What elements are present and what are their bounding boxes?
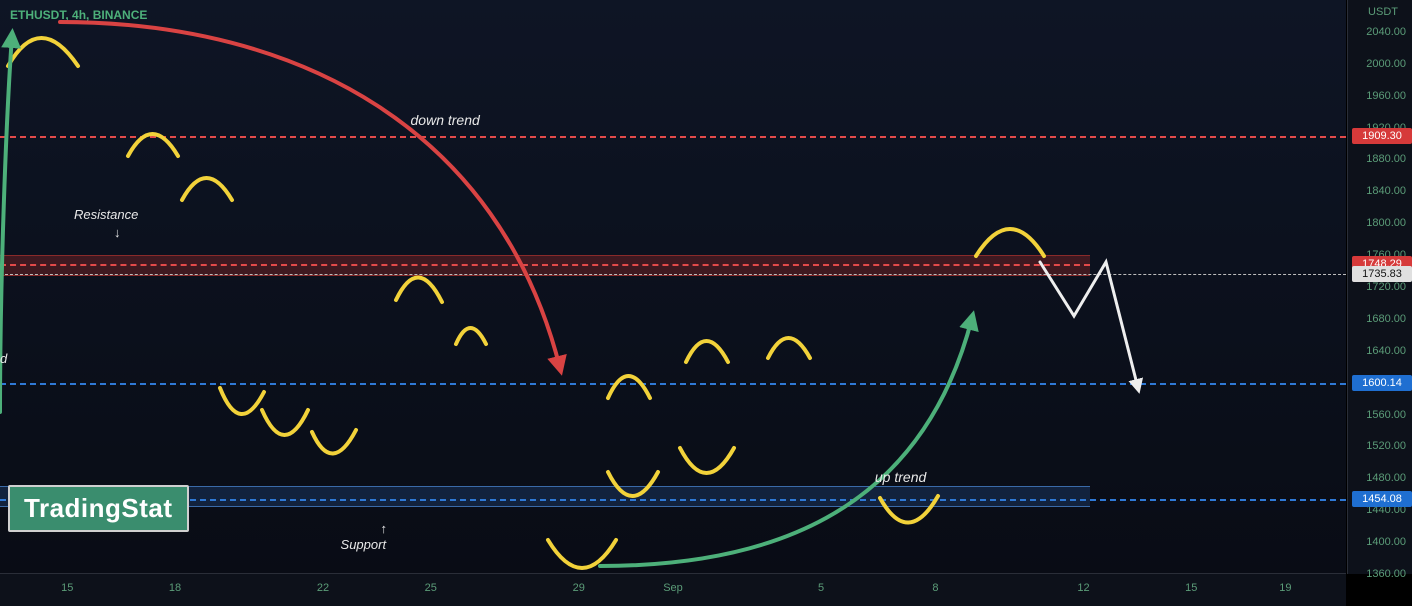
annotation-label: down trend <box>411 112 480 128</box>
annotation-arrow-icon: ↓ <box>114 225 121 240</box>
price-tick: 1400.00 <box>1366 536 1406 548</box>
horizontal-level <box>0 264 1090 266</box>
price-tick: 1840.00 <box>1366 185 1406 197</box>
time-tick: 12 <box>1077 582 1089 594</box>
time-tick: 22 <box>317 582 329 594</box>
time-axis[interactable]: 15 18 22 25 29 Sep 5 8 12 15 19 <box>0 573 1346 606</box>
price-tick: 1680.00 <box>1366 313 1406 325</box>
price-tick: 2040.00 <box>1366 26 1406 38</box>
horizontal-level <box>0 383 1346 385</box>
time-tick: 15 <box>61 582 73 594</box>
chart-plot-area[interactable]: ETHUSDT, 4h, BINANCE down trend up trend R… <box>0 0 1346 574</box>
time-tick: 25 <box>425 582 437 594</box>
price-tick: 1640.00 <box>1366 345 1406 357</box>
price-badge: 1600.14 <box>1352 375 1412 391</box>
annotation-label: Support <box>341 537 387 552</box>
time-tick: 18 <box>169 582 181 594</box>
time-tick: 8 <box>932 582 938 594</box>
price-tick: 1720.00 <box>1366 281 1406 293</box>
price-axis-title: USDT <box>1368 6 1398 18</box>
annotation-label: up trend <box>875 469 926 485</box>
price-tick: 1800.00 <box>1366 217 1406 229</box>
price-tick: 1480.00 <box>1366 472 1406 484</box>
symbol-exchange: BINANCE <box>93 8 148 22</box>
time-tick: 29 <box>573 582 585 594</box>
time-tick: 5 <box>818 582 824 594</box>
time-tick: Sep <box>663 582 683 594</box>
symbol-label: ETHUSDT, 4h, BINANCE <box>10 8 147 22</box>
price-tick: 1520.00 <box>1366 440 1406 452</box>
price-badge: 1735.83 <box>1352 266 1412 282</box>
time-tick: 15 <box>1185 582 1197 594</box>
symbol-interval: 4h <box>72 8 86 22</box>
horizontal-level <box>0 274 1346 275</box>
horizontal-level <box>0 499 1346 501</box>
price-tick: 1560.00 <box>1366 409 1406 421</box>
price-tick: 1880.00 <box>1366 153 1406 165</box>
price-tick: 1960.00 <box>1366 90 1406 102</box>
price-tick: 1360.00 <box>1366 568 1406 580</box>
watermark-logo: TradingStat <box>8 485 189 532</box>
annotation-arrow-icon: ↑ <box>381 521 388 536</box>
annotation-label: d <box>0 351 7 366</box>
price-badge: 1909.30 <box>1352 128 1412 144</box>
symbol-pair: ETHUSDT <box>10 8 65 22</box>
horizontal-level <box>0 136 1346 138</box>
price-axis[interactable]: USDT 2040.002000.001960.001920.001880.00… <box>1347 0 1412 574</box>
annotation-label: Resistance <box>74 207 138 222</box>
price-tick: 2000.00 <box>1366 58 1406 70</box>
time-tick: 19 <box>1279 582 1291 594</box>
price-badge: 1454.08 <box>1352 491 1412 507</box>
